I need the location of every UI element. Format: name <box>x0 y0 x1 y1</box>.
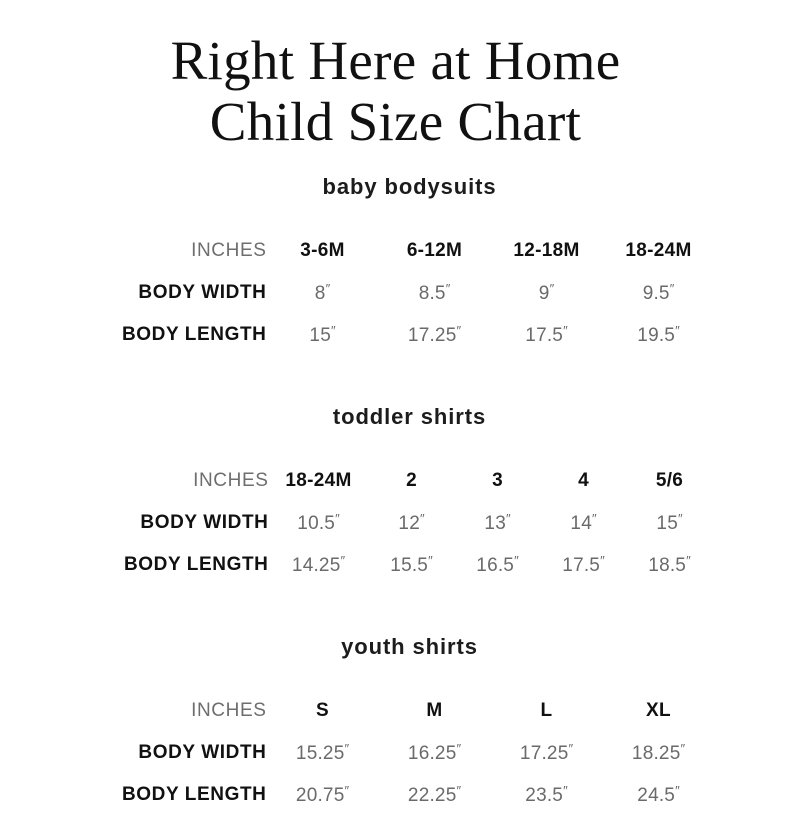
section-heading-toddler-shirts: toddler shirts <box>332 404 487 429</box>
measurement-cell: 17.25″ <box>407 323 462 346</box>
column-header: 3-6M <box>300 240 345 261</box>
inch-symbol: ″ <box>505 511 511 526</box>
size-table-toddler-shirts: INCHES 18-24M 2 3 4 5/6 BODY WIDTH 10.5″… <box>79 460 713 586</box>
inch-symbol: ″ <box>335 511 340 526</box>
inch-symbol: ″ <box>675 783 680 798</box>
section-baby-bodysuits: baby bodysuits INCHES 3-6M 6-12M 12-18M … <box>0 174 791 356</box>
measurement-cell: 15″ <box>656 511 683 534</box>
column-header: L <box>540 700 553 721</box>
table-row: BODY WIDTH 8″ 8.5″ 9″ 9.5″ <box>77 272 715 314</box>
inch-symbol: ″ <box>330 323 336 338</box>
table-row: BODY LENGTH 14.25″ 15.5″ 16.5″ 17.5″ 18.… <box>79 544 713 586</box>
unit-label: INCHES <box>191 240 267 261</box>
measurement-cell: 17.5″ <box>562 553 605 576</box>
column-header: XL <box>646 700 671 721</box>
column-header: 12-18M <box>513 240 580 261</box>
inch-symbol: ″ <box>686 553 691 568</box>
measurement-cell: 16.25″ <box>407 741 462 764</box>
row-label: BODY WIDTH <box>138 742 267 763</box>
inch-symbol: ″ <box>344 783 350 798</box>
inch-symbol: ″ <box>456 741 462 756</box>
measurement-cell: 14″ <box>570 511 597 534</box>
measurement-cell: 8.5″ <box>418 281 451 304</box>
inch-symbol: ″ <box>669 281 675 296</box>
inch-symbol: ″ <box>456 783 462 798</box>
chart-title-line-2: Child Size Chart <box>209 91 582 152</box>
inch-symbol: ″ <box>419 511 425 526</box>
chart-title: Right Here at Home Child Size Chart <box>0 0 791 152</box>
column-header: S <box>316 700 329 721</box>
column-header: 3 <box>492 470 503 491</box>
inch-symbol: ″ <box>675 323 680 338</box>
table-row-header: INCHES 18-24M 2 3 4 5/6 <box>79 460 713 502</box>
measurement-cell: 12″ <box>398 511 425 534</box>
inch-symbol: ″ <box>563 783 568 798</box>
size-table-baby-bodysuits: INCHES 3-6M 6-12M 12-18M 18-24M BODY WID… <box>77 230 715 356</box>
inch-symbol: ″ <box>445 281 451 296</box>
table-row-header: INCHES 3-6M 6-12M 12-18M 18-24M <box>77 230 715 272</box>
measurement-cell: 9.5″ <box>642 281 675 304</box>
measurement-cell: 18.5″ <box>648 553 691 576</box>
inch-symbol: ″ <box>591 511 597 526</box>
inch-symbol: ″ <box>677 511 683 526</box>
table-row: BODY LENGTH 15″ 17.25″ 17.5″ 19.5″ <box>77 314 715 356</box>
unit-label: INCHES <box>191 700 267 721</box>
measurement-cell: 19.5″ <box>637 323 680 346</box>
column-header: 6-12M <box>406 240 463 261</box>
measurement-cell: 9″ <box>538 281 555 304</box>
section-toddler-shirts: toddler shirts INCHES 18-24M 2 3 4 5/6 B… <box>0 404 791 586</box>
chart-title-line-1: Right Here at Home <box>170 30 621 91</box>
row-label: BODY LENGTH <box>121 784 267 805</box>
table-row-header: INCHES S M L XL <box>77 690 715 732</box>
table-row: BODY WIDTH 15.25″ 16.25″ 17.25″ 18.25″ <box>77 732 715 774</box>
inch-symbol: ″ <box>340 553 346 568</box>
measurement-cell: 15.5″ <box>390 553 433 576</box>
measurement-cell: 24.5″ <box>637 783 680 806</box>
inch-symbol: ″ <box>563 323 568 338</box>
inch-symbol: ″ <box>428 553 433 568</box>
section-youth-shirts: youth shirts INCHES S M L XL BODY WIDTH … <box>0 634 791 816</box>
inch-symbol: ″ <box>549 281 555 296</box>
section-heading-baby-bodysuits: baby bodysuits <box>322 174 497 199</box>
measurement-cell: 14.25″ <box>291 553 346 576</box>
measurement-cell: 22.25″ <box>407 783 462 806</box>
inch-symbol: ″ <box>514 553 519 568</box>
measurement-cell: 13″ <box>484 511 511 534</box>
measurement-cell: 17.5″ <box>525 323 568 346</box>
measurement-cell: 20.75″ <box>295 783 350 806</box>
column-header: 5/6 <box>655 470 684 491</box>
size-table-youth-shirts: INCHES S M L XL BODY WIDTH 15.25″ 16.25″… <box>77 690 715 816</box>
inch-symbol: ″ <box>325 281 331 296</box>
inch-symbol: ″ <box>456 323 462 338</box>
inch-symbol: ″ <box>680 741 686 756</box>
row-label: BODY WIDTH <box>140 512 269 533</box>
table-row: BODY WIDTH 10.5″ 12″ 13″ 14″ 15″ <box>79 502 713 544</box>
inch-symbol: ″ <box>600 553 605 568</box>
row-label: BODY LENGTH <box>121 324 267 345</box>
measurement-cell: 10.5″ <box>297 511 340 534</box>
measurement-cell: 23.5″ <box>525 783 568 806</box>
column-header: 4 <box>578 470 589 491</box>
column-header: M <box>426 700 443 721</box>
measurement-cell: 18.25″ <box>631 741 686 764</box>
measurement-cell: 8″ <box>314 281 331 304</box>
unit-label: INCHES <box>193 470 269 491</box>
measurement-cell: 16.5″ <box>476 553 519 576</box>
table-row: BODY LENGTH 20.75″ 22.25″ 23.5″ 24.5″ <box>77 774 715 816</box>
row-label: BODY LENGTH <box>123 554 269 575</box>
inch-symbol: ″ <box>344 741 350 756</box>
section-heading-youth-shirts: youth shirts <box>341 634 478 659</box>
measurement-cell: 15″ <box>309 323 336 346</box>
measurement-cell: 15.25″ <box>295 741 350 764</box>
measurement-cell: 17.25″ <box>519 741 574 764</box>
column-header: 18-24M <box>625 240 692 261</box>
row-label: BODY WIDTH <box>138 282 267 303</box>
column-header: 18-24M <box>285 470 352 491</box>
inch-symbol: ″ <box>568 741 574 756</box>
column-header: 2 <box>406 470 417 491</box>
